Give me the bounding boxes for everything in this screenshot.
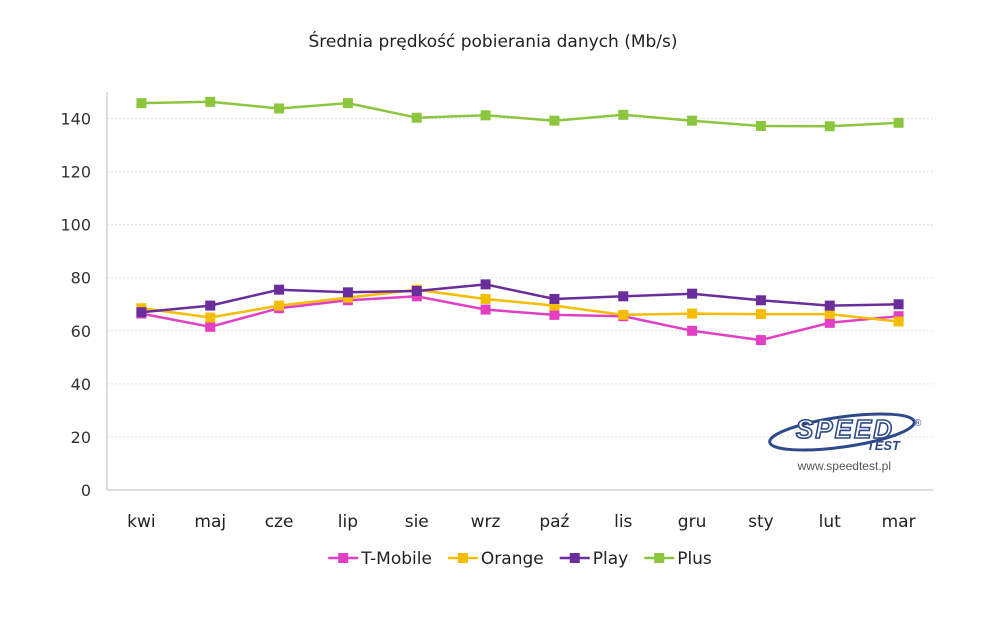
data-point-plus [687,115,698,126]
data-point-t-mobile [755,335,766,346]
gridlines [107,118,933,438]
data-point-play [136,307,147,318]
x-tick-label: kwi [127,512,155,532]
y-tick-label: 0 [81,481,91,500]
data-point-orange [618,309,629,320]
data-point-orange [205,312,216,323]
x-tick-label: cze [265,512,294,532]
x-tick-label: paź [539,512,569,532]
legend-label-t-mobile: T-Mobile [360,549,432,569]
data-point-play [755,295,766,306]
y-tick-label: 120 [60,163,91,182]
data-point-plus [205,96,216,107]
legend-marker-play [569,553,580,563]
data-point-orange [824,309,835,320]
x-tick-label: wrz [471,512,501,532]
data-point-t-mobile [480,304,491,315]
y-tick-label: 20 [71,428,91,447]
logo-brand: SPEED [796,414,894,444]
data-point-plus [480,110,491,121]
data-point-orange [274,300,285,311]
data-point-t-mobile [549,309,560,320]
data-point-play [687,288,698,299]
x-tick-label: lis [614,512,632,532]
y-tick-label: 100 [60,216,91,235]
y-tick-label: 60 [71,322,91,341]
series-line-orange [141,288,899,323]
data-point-t-mobile [205,321,216,332]
data-point-play [549,293,560,304]
legend-label-plus: Plus [677,549,712,569]
data-point-orange [687,308,698,319]
series-line-plus [141,100,899,128]
data-point-t-mobile [893,311,904,322]
legend-marker-t-mobile [338,553,349,563]
data-point-plus [274,103,285,114]
x-tick-label: lip [338,512,358,532]
series-line-play [141,283,899,314]
x-axis-ticks: kwi maj cze lip sie wrz paź lis gru sty lut mar [127,512,915,532]
data-point-plus [136,98,147,109]
data-point-play [342,287,353,298]
data-point-orange [893,316,904,327]
legend-label-play: Play [593,549,628,569]
legend: T-Mobile Orange Play Plus [328,549,712,569]
y-tick-label: 140 [60,110,91,129]
data-point-orange [480,293,491,304]
x-tick-label: gru [678,512,707,532]
y-axis-ticks: 0 20 40 60 80 100 120 140 [60,110,91,500]
data-point-plus [549,115,560,126]
logo-url: www.speedtest.pl [797,459,891,473]
chart-title: Średnia prędkość pobierania danych (Mb/s… [308,30,677,52]
data-point-plus [342,98,353,109]
data-point-plus [755,120,766,131]
series-group [136,96,904,346]
data-point-play [205,300,216,311]
data-point-play [480,279,491,290]
legend-marker-plus [654,553,665,563]
data-point-t-mobile [824,317,835,328]
data-point-plus [411,112,422,123]
data-point-orange [342,292,353,303]
speedtest-logo: SPEED ® TEST www.speedtest.pl [768,412,922,473]
data-point-t-mobile [687,325,698,336]
data-point-plus [824,121,835,132]
data-point-plus [618,109,629,120]
x-tick-label: sie [405,512,429,532]
y-tick-label: 80 [71,269,91,288]
x-tick-label: lut [819,512,841,532]
logo-registered-mark: ® [914,418,922,429]
x-tick-label: sty [748,512,774,532]
legend-marker-orange [457,553,468,563]
data-point-orange [549,300,560,311]
data-point-play [893,299,904,310]
series-line-t-mobile [141,295,899,342]
x-tick-label: maj [194,512,226,532]
data-point-plus [893,117,904,128]
data-point-t-mobile [411,291,422,302]
x-tick-label: mar [882,512,916,532]
logo-swoosh [768,412,916,452]
y-tick-label: 40 [71,375,91,394]
axes [106,92,933,491]
data-point-play [274,284,285,295]
data-point-play [411,286,422,296]
legend-label-orange: Orange [481,549,544,569]
data-point-play [824,300,835,311]
data-point-play [618,291,629,302]
logo-sub: TEST [867,438,901,453]
data-point-orange [755,309,766,320]
